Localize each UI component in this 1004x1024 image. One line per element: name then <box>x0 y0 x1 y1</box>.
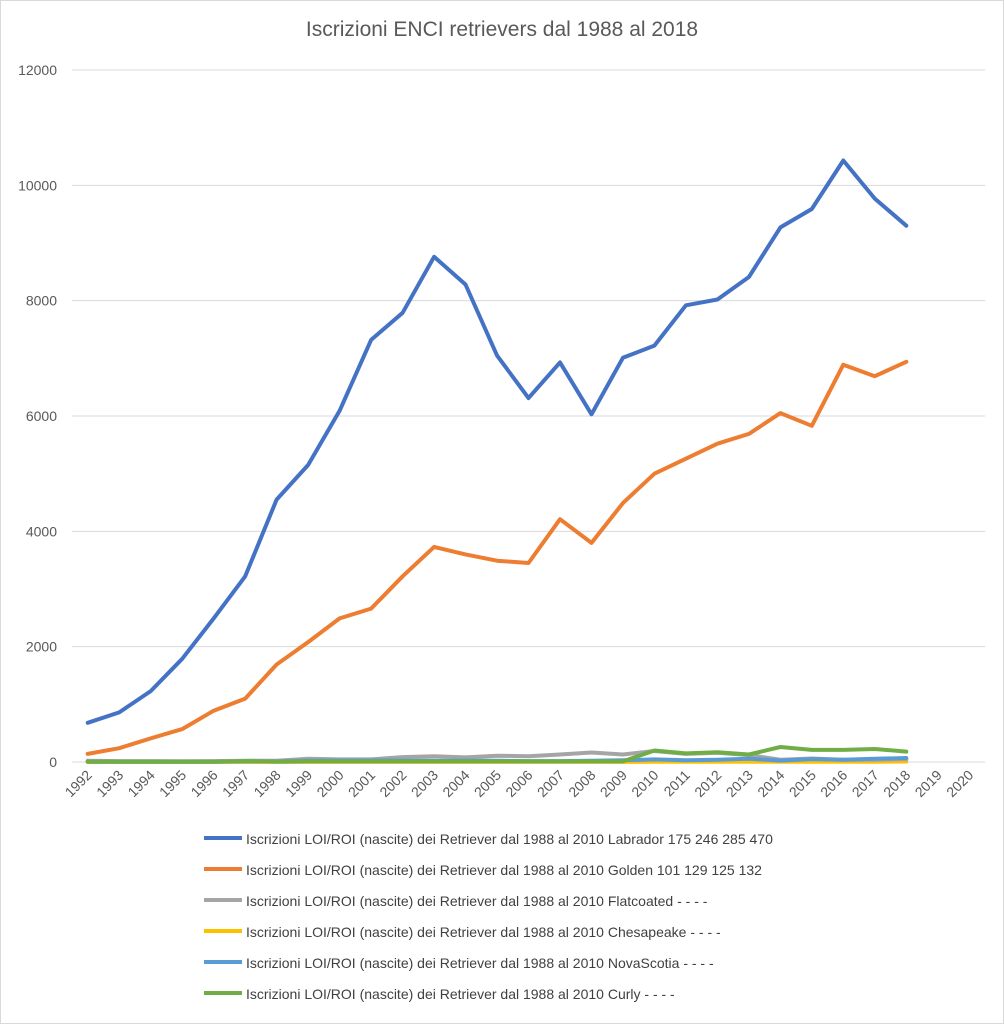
x-tick-label: 1995 <box>156 767 189 800</box>
x-tick-label: 2010 <box>628 767 661 800</box>
x-tick-label: 2015 <box>786 767 819 800</box>
x-tick-label: 2000 <box>313 767 346 800</box>
legend: Iscrizioni LOI/ROI (nascite) dei Retriev… <box>204 826 773 1012</box>
legend-swatch <box>204 867 242 872</box>
x-tick-label: 2012 <box>691 767 724 800</box>
x-tick-label: 2017 <box>849 767 882 800</box>
series-line-1 <box>85 359 909 756</box>
legend-label: Iscrizioni LOI/ROI (nascite) dei Retriev… <box>246 831 773 847</box>
legend-swatch <box>204 836 242 841</box>
x-tick-label: 2019 <box>912 767 945 800</box>
x-tick-label: 2006 <box>502 767 535 800</box>
y-tick-label: 10000 <box>18 177 57 193</box>
x-tick-label: 2008 <box>565 767 598 800</box>
legend-swatch <box>204 898 242 903</box>
x-tick-label: 1992 <box>62 767 95 800</box>
x-tick-label: 2018 <box>880 767 913 800</box>
x-tick-label: 2003 <box>408 767 441 800</box>
y-tick-label: 4000 <box>26 523 57 539</box>
plot-area: 0 2000 4000 6000 8000 10000 12000 199219931994… <box>18 62 985 800</box>
legend-item: Iscrizioni LOI/ROI (nascite) dei Retriev… <box>204 857 773 888</box>
legend-swatch <box>204 991 242 996</box>
chart-title: Iscrizioni ENCI retrievers dal 1988 al 2… <box>305 18 699 41</box>
series-lines <box>85 158 909 764</box>
x-tick-label: 2020 <box>943 767 976 800</box>
y-tick-label: 0 <box>49 754 57 770</box>
y-tick-label: 12000 <box>18 62 57 78</box>
x-tick-label: 1997 <box>219 767 252 800</box>
legend-item: Iscrizioni LOI/ROI (nascite) dei Retriev… <box>204 919 773 950</box>
x-tick-label: 2005 <box>471 767 504 800</box>
y-tick-label: 2000 <box>26 639 57 655</box>
gridlines <box>72 69 985 763</box>
series-line-5 <box>85 745 909 764</box>
x-tick-label: 2013 <box>723 767 756 800</box>
x-tick-label: 1996 <box>187 767 220 800</box>
legend-item: Iscrizioni LOI/ROI (nascite) dei Retriev… <box>204 950 773 981</box>
legend-item: Iscrizioni LOI/ROI (nascite) dei Retriev… <box>204 981 773 1012</box>
legend-label: Iscrizioni LOI/ROI (nascite) dei Retriev… <box>246 955 714 971</box>
x-tick-label: 2011 <box>660 767 693 800</box>
legend-label: Iscrizioni LOI/ROI (nascite) dei Retriev… <box>246 924 721 940</box>
legend-item: Iscrizioni LOI/ROI (nascite) dei Retriev… <box>204 826 773 857</box>
legend-item: Iscrizioni LOI/ROI (nascite) dei Retriev… <box>204 888 773 919</box>
x-tick-label: 2001 <box>345 767 378 800</box>
x-tick-label: 2014 <box>754 767 787 800</box>
x-tick-label: 2016 <box>817 767 850 800</box>
x-tick-label: 2007 <box>534 767 567 800</box>
y-tick-label: 8000 <box>26 293 57 309</box>
x-tick-label: 2002 <box>376 767 409 800</box>
y-tick-label: 6000 <box>26 408 57 424</box>
x-tick-label: 1998 <box>250 767 283 800</box>
legend-swatch <box>204 960 242 965</box>
x-tick-label: 1999 <box>282 767 315 800</box>
x-tick-label: 2004 <box>439 767 472 800</box>
series-line-0 <box>85 158 909 725</box>
x-tick-label: 1993 <box>93 767 126 800</box>
legend-label: Iscrizioni LOI/ROI (nascite) dei Retriev… <box>246 986 675 1002</box>
x-axis-ticks: 1992199319941995199619971998199920002001… <box>62 767 977 800</box>
legend-label: Iscrizioni LOI/ROI (nascite) dei Retriev… <box>246 862 762 878</box>
x-tick-label: 1994 <box>124 767 157 800</box>
legend-swatch <box>204 929 242 934</box>
y-axis-ticks: 0 2000 4000 6000 8000 10000 12000 <box>18 62 57 770</box>
legend-label: Iscrizioni LOI/ROI (nascite) dei Retriev… <box>246 893 708 909</box>
x-tick-label: 2009 <box>597 767 630 800</box>
